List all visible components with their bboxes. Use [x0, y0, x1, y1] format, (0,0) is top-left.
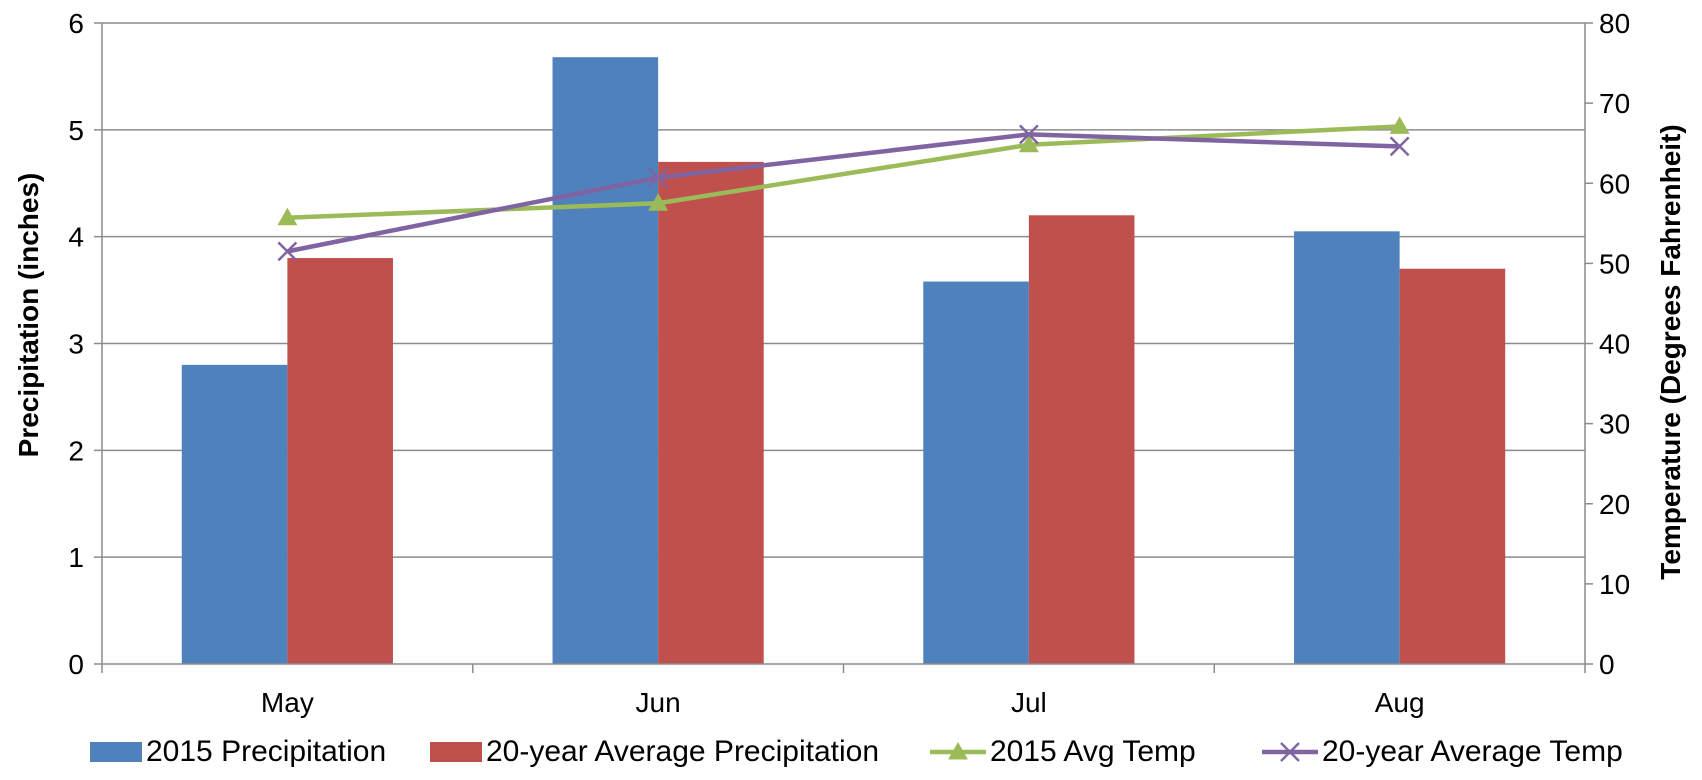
legend-item: 20-year Average Temp	[1262, 735, 1623, 768]
line-point-marker	[648, 167, 669, 188]
bar	[923, 281, 1029, 664]
bar-series	[181, 57, 1506, 665]
bar	[181, 364, 288, 664]
line-point-marker	[648, 193, 669, 211]
legend-item: 2015 Precipitation	[90, 735, 386, 768]
left-axis-tick-label: 0	[68, 649, 84, 680]
bar	[552, 57, 659, 665]
x-axis-tick-label: May	[261, 687, 314, 718]
right-axis-tick-label: 50	[1599, 248, 1630, 279]
right-axis-tick-label: 70	[1599, 88, 1630, 119]
right-axis-tick-label: 80	[1599, 8, 1630, 39]
left-axis-tick-label: 5	[68, 115, 84, 146]
x-axis-tick-labels: May Jun Jul Aug	[261, 687, 1425, 718]
right-axis-tick-label: 40	[1599, 329, 1630, 360]
marker-stroke	[1389, 136, 1410, 157]
left-axis-tick-labels: 0 1 2 3 4 5 6	[68, 8, 84, 680]
right-axis-tick-label: 0	[1599, 649, 1615, 680]
bar	[1399, 268, 1506, 664]
bar	[658, 161, 764, 664]
left-axis-tick-label: 2	[68, 435, 84, 466]
marker-stroke	[277, 241, 298, 262]
line-point-marker	[277, 241, 298, 262]
y-axis-title: Precipitation (inches)	[13, 173, 44, 458]
legend-label: 20-year Average Precipitation	[486, 735, 879, 768]
line-point-marker	[1280, 742, 1300, 762]
line-series	[277, 116, 1410, 262]
right-axis-tick-label: 10	[1599, 569, 1630, 600]
legend-swatch	[430, 742, 482, 762]
line-series-path	[287, 124, 1400, 220]
axes	[94, 22, 1593, 673]
y2-axis-title: Temperature (Degrees Fahrenheit)	[1655, 124, 1686, 579]
bar	[1028, 215, 1135, 665]
line-point-marker	[1389, 116, 1410, 134]
marker-stroke	[648, 167, 669, 188]
legend-label: 2015 Precipitation	[146, 735, 386, 768]
legend-label: 2015 Avg Temp	[990, 735, 1196, 768]
bar	[287, 258, 393, 664]
right-axis-tick-label: 60	[1599, 168, 1630, 199]
right-axis-tick-label: 30	[1599, 409, 1630, 440]
right-axis-tick-label: 20	[1599, 489, 1630, 520]
left-axis-tick-label: 3	[68, 329, 84, 360]
line-point-marker	[1389, 136, 1410, 157]
legend-label: 20-year Average Temp	[1322, 735, 1623, 768]
bar	[1294, 231, 1400, 664]
line-series-path	[286, 132, 1400, 254]
right-axis-tick-labels: 0 10 20 30 40 50 60 70 80	[1599, 8, 1630, 680]
marker-stroke	[1018, 124, 1039, 145]
marker-stroke	[1280, 742, 1300, 762]
x-axis-tick-label: Jun	[636, 687, 681, 718]
line-point-marker	[948, 742, 968, 760]
legend: 2015 Precipitation 20-year Average Precip…	[90, 735, 1623, 768]
legend-item: 20-year Average Precipitation	[430, 735, 879, 768]
legend-item: 2015 Avg Temp	[930, 735, 1196, 768]
x-axis-tick-label: Jul	[1011, 687, 1047, 718]
line-point-marker	[1018, 124, 1039, 145]
left-axis-tick-label: 6	[68, 8, 84, 39]
line-point-marker	[1018, 134, 1039, 153]
legend-swatch	[90, 742, 142, 762]
left-axis-tick-label: 1	[68, 542, 84, 573]
x-axis-tick-label: Aug	[1375, 687, 1425, 718]
left-axis-tick-label: 4	[68, 222, 84, 253]
line-point-marker	[277, 207, 298, 226]
